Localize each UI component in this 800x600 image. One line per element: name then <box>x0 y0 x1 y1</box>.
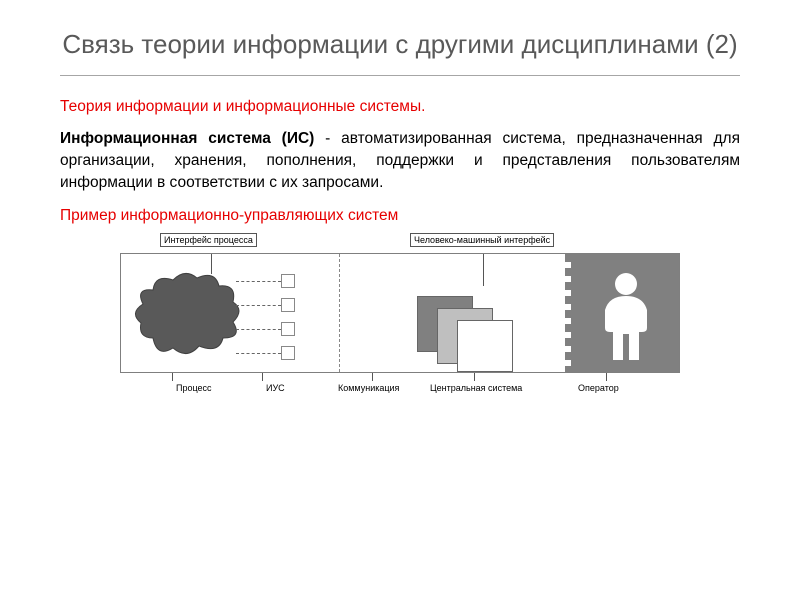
dash-2 <box>236 305 281 306</box>
central-sq-front <box>457 320 513 372</box>
lbl-central: Центральная система <box>430 383 522 393</box>
dash-4 <box>236 353 281 354</box>
pointer-2 <box>483 254 484 286</box>
top-label-process-interface: Интерфейс процесса <box>160 233 257 247</box>
lbl-comm: Коммуникация <box>338 383 399 393</box>
operator-panel <box>571 254 679 372</box>
lbl-process: Процесс <box>176 383 212 393</box>
subtitle: Теория информации и информационные систе… <box>60 98 740 116</box>
title-rule <box>60 75 740 76</box>
definition-lead: Информационная система (ИС) <box>60 130 314 147</box>
diagram-box <box>120 253 680 373</box>
ius-node-4 <box>281 346 295 360</box>
slide-title: Связь теории информации с другими дисцип… <box>60 28 740 61</box>
diagram: Интерфейс процесса Человеко-машинный инт… <box>120 233 680 403</box>
ius-node-2 <box>281 298 295 312</box>
lbl-ius: ИУС <box>266 383 285 393</box>
bottom-labels: Процесс ИУС Коммуникация Центральная сис… <box>120 379 680 403</box>
top-label-hmi: Человеко-машинный интерфейс <box>410 233 554 247</box>
cloud-icon <box>133 268 243 360</box>
ius-node-3 <box>281 322 295 336</box>
operator-panel-edge <box>565 254 571 372</box>
ius-node-1 <box>281 274 295 288</box>
human-icon <box>591 270 661 362</box>
lbl-operator: Оператор <box>578 383 619 393</box>
example-title: Пример информационно-управляющих систем <box>60 207 740 225</box>
comm-divider <box>339 254 340 372</box>
dash-3 <box>236 329 281 330</box>
definition-text: Информационная система (ИС) - автоматизи… <box>60 128 740 195</box>
dash-1 <box>236 281 281 282</box>
